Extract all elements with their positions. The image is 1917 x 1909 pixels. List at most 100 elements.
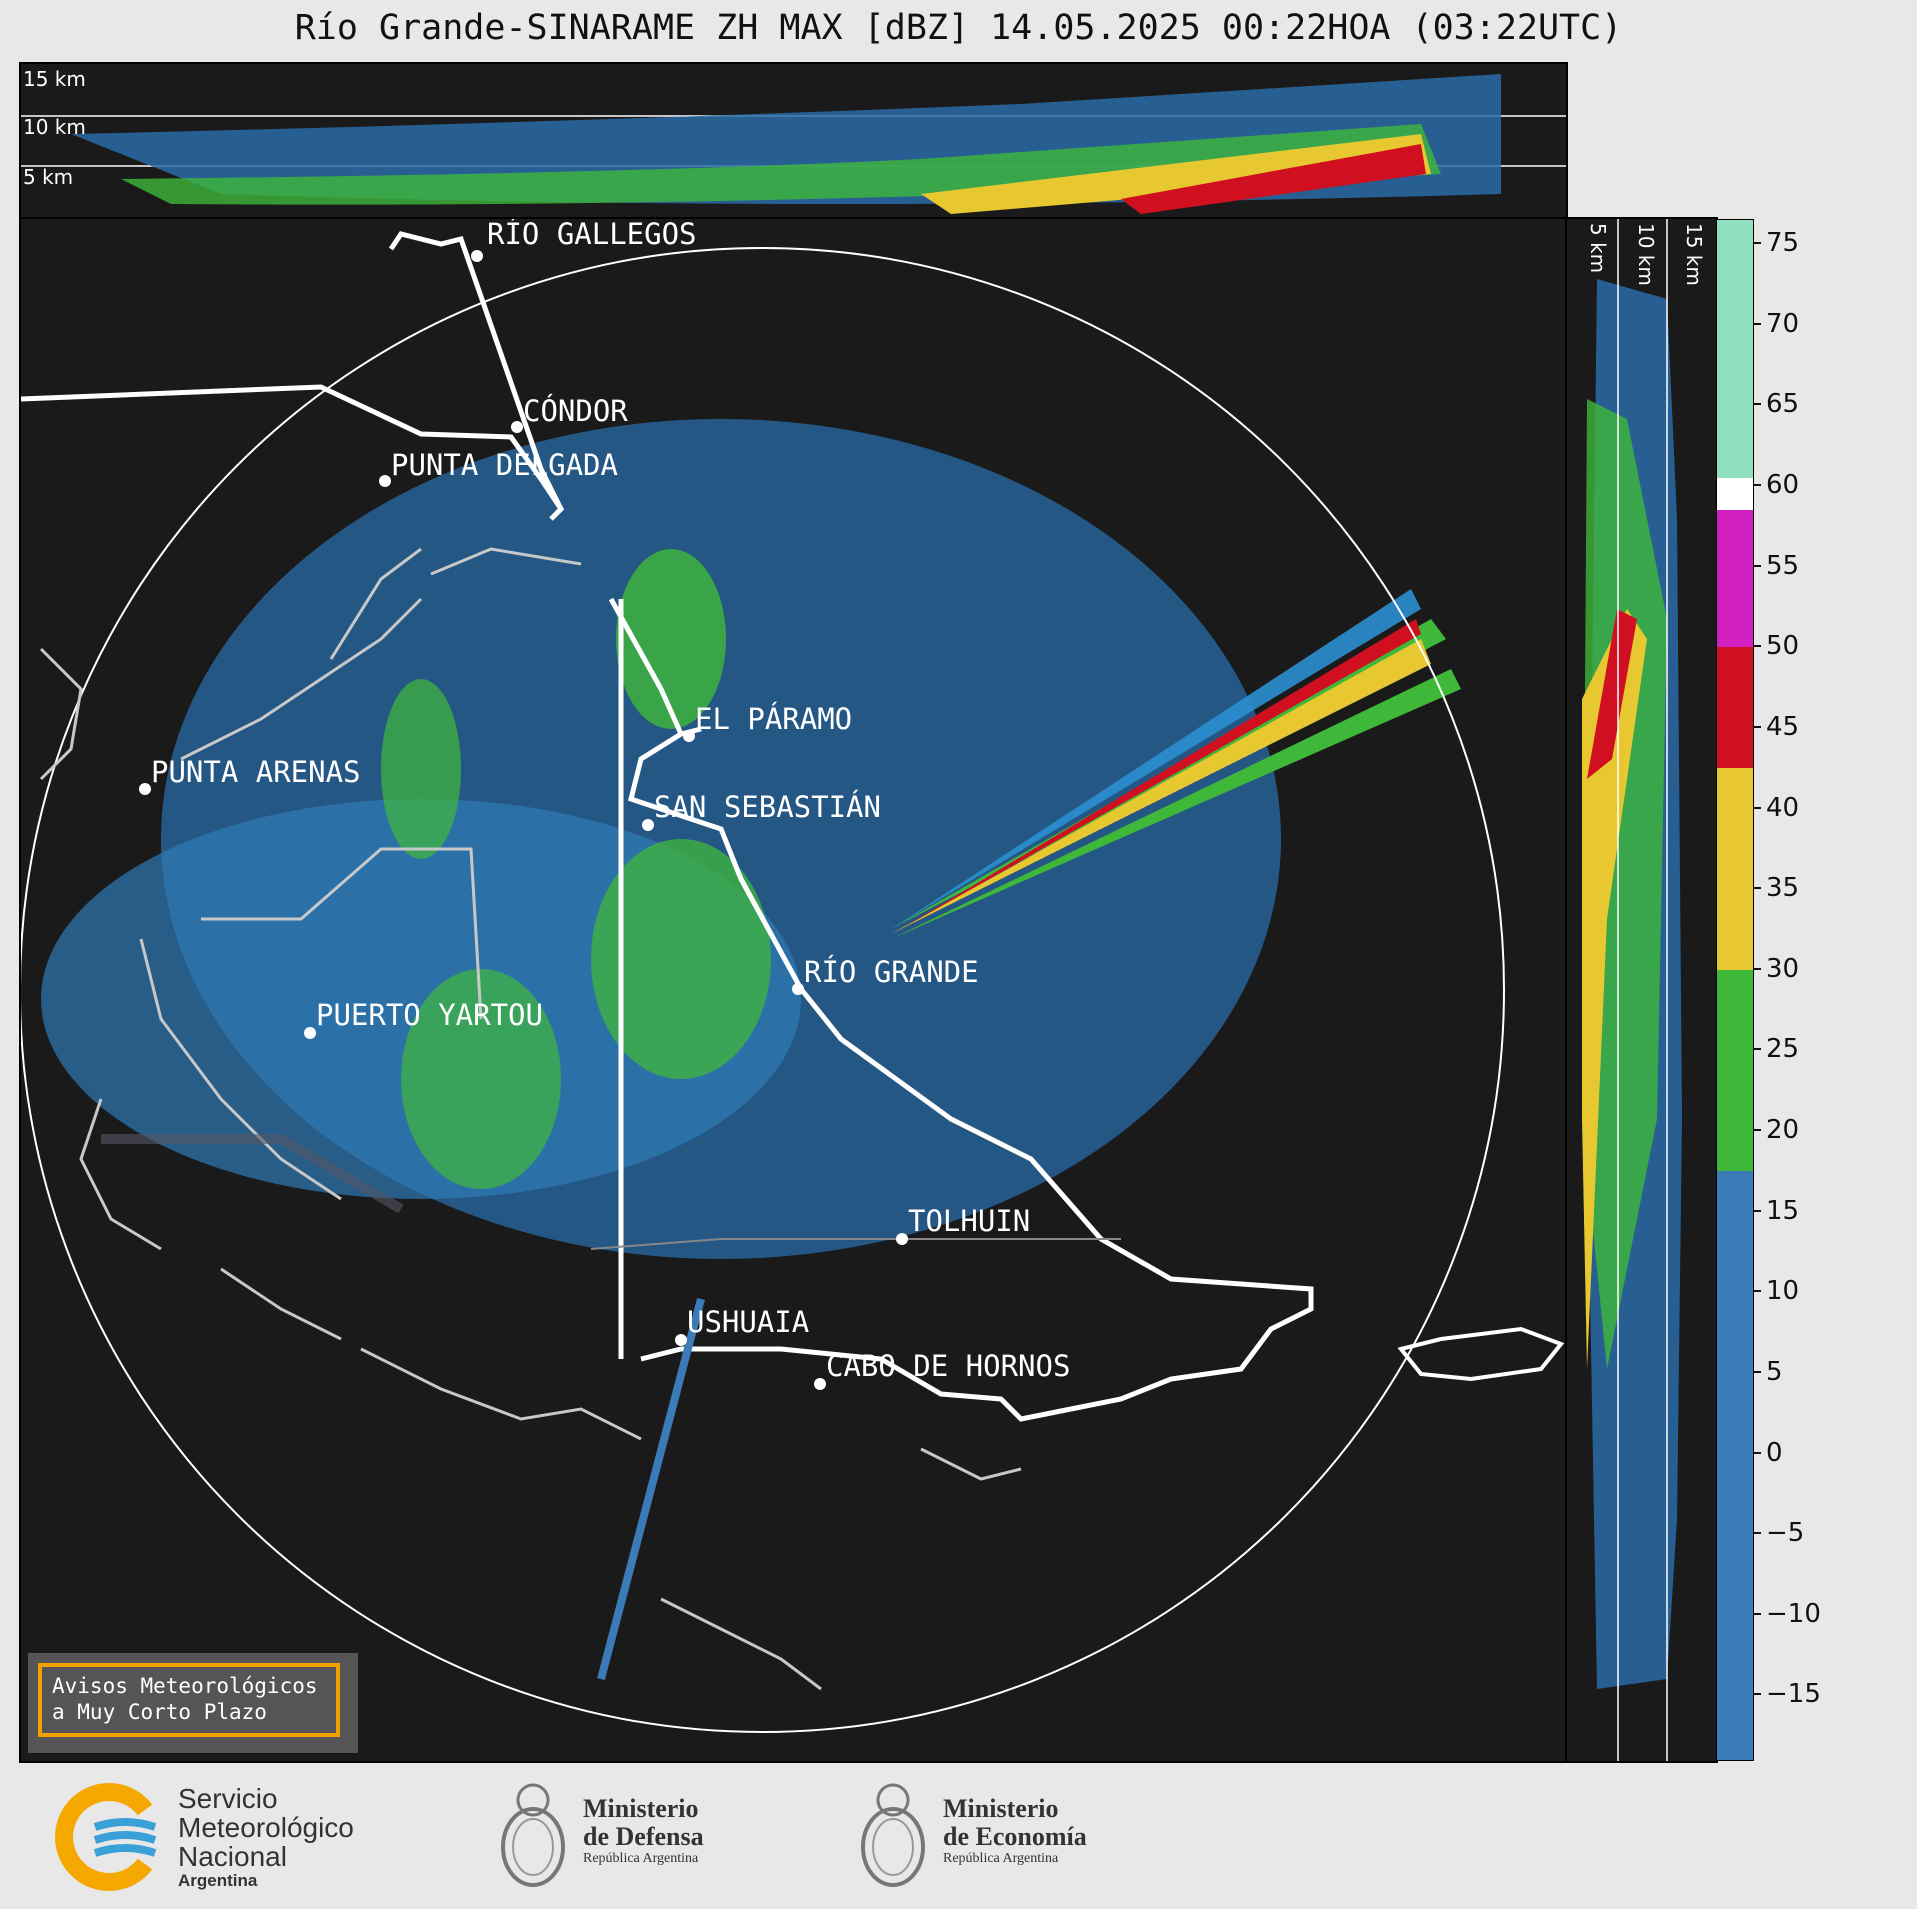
city-label-ushuaia: USHUAIA bbox=[687, 1305, 809, 1339]
radar-map: RÍO GALLEGOS CÓNDOR PUNTA DELGADA EL PÁR… bbox=[19, 217, 1568, 1763]
colorbar-band bbox=[1717, 768, 1753, 970]
colorbar-tick: 60 bbox=[1738, 470, 1848, 500]
side-label-10km: 10 km bbox=[1634, 223, 1658, 286]
colorbar-tick: 45 bbox=[1738, 712, 1848, 742]
colorbar-tick-label: 50 bbox=[1766, 631, 1800, 662]
colorbar-tick: 35 bbox=[1738, 873, 1848, 903]
city-label-rio-gallegos: RÍO GALLEGOS bbox=[487, 219, 697, 251]
smn-emblem-icon bbox=[55, 1783, 157, 1891]
colorbar-tick: 65 bbox=[1738, 389, 1848, 419]
radar-map-plot: RÍO GALLEGOS CÓNDOR PUNTA DELGADA EL PÁR… bbox=[21, 219, 1565, 1733]
top-cross-section-panel: 15 km 10 km 5 km bbox=[19, 62, 1568, 219]
city-label-condor: CÓNDOR bbox=[523, 394, 628, 428]
smn-line-3: Nacional bbox=[178, 1841, 287, 1872]
colorbar-tick-label: 5 bbox=[1766, 1356, 1783, 1387]
echo-red bbox=[1121, 144, 1426, 214]
side-echo-yellow bbox=[1582, 609, 1647, 1369]
economia-line-3: República Argentina bbox=[943, 1851, 1059, 1866]
city-label-punta-delgada: PUNTA DELGADA bbox=[391, 448, 618, 482]
radar-range-ring bbox=[21, 247, 1505, 1733]
coastline-chile bbox=[39, 547, 1022, 1691]
top-label-15km: 15 km bbox=[23, 67, 86, 91]
economia-line-2: de Economía bbox=[943, 1822, 1087, 1851]
economia-line-1: Ministerio bbox=[943, 1794, 1059, 1823]
defensa-line-3: República Argentina bbox=[583, 1851, 699, 1866]
colorbar-tick-label: 65 bbox=[1766, 389, 1800, 420]
colorbar-tick: 20 bbox=[1738, 1115, 1848, 1145]
colorbar-tick-label: 10 bbox=[1766, 1276, 1800, 1307]
echo-ray-south bbox=[597, 1297, 705, 1681]
city-label-rio-grande: RÍO GRANDE bbox=[804, 955, 979, 989]
city-label-punta-arenas: PUNTA ARENAS bbox=[151, 755, 361, 789]
province-border bbox=[590, 1238, 1121, 1250]
city-label-cabo-de-hornos: CABO DE HORNOS bbox=[826, 1349, 1070, 1383]
smn-line-2: Meteorológico bbox=[178, 1812, 354, 1843]
colorbar-tick-label: 0 bbox=[1766, 1437, 1783, 1468]
echo-spokes bbox=[891, 589, 1461, 939]
colorbar-tick-label: 55 bbox=[1766, 550, 1800, 581]
smn-line-1: Servicio bbox=[178, 1783, 278, 1814]
colorbar-tick-label: 75 bbox=[1766, 228, 1800, 259]
echo-yellow bbox=[921, 134, 1431, 214]
colorbar-tick: 30 bbox=[1738, 954, 1848, 984]
side-label-5km: 5 km bbox=[1586, 223, 1610, 273]
echo-area-green-west bbox=[401, 969, 561, 1189]
colorbar-tick: −15 bbox=[1738, 1679, 1848, 1709]
colorbar-tick-label: −10 bbox=[1766, 1598, 1821, 1629]
side-cross-section-panel: 5 km 10 km 15 km bbox=[1565, 217, 1718, 1763]
top-label-10km: 10 km bbox=[23, 115, 86, 139]
side-echo-red bbox=[1587, 609, 1637, 779]
defensa-logo: Ministerio de Defensa República Argentin… bbox=[493, 1770, 773, 1900]
defensa-line-2: de Defensa bbox=[583, 1822, 704, 1851]
colorbar-tick-label: 45 bbox=[1766, 711, 1800, 742]
echo-ray-west bbox=[101, 1134, 404, 1214]
city-label-tolhuin: TOLHUIN bbox=[908, 1204, 1030, 1238]
colorbar-tick-label: 70 bbox=[1766, 308, 1800, 339]
city-label-el-paramo: EL PÁRAMO bbox=[695, 702, 852, 736]
colorbar-band bbox=[1717, 220, 1753, 478]
colorbar-tick-label: 40 bbox=[1766, 792, 1800, 823]
colorbar-tick: 15 bbox=[1738, 1196, 1848, 1226]
colorbar-tick: 70 bbox=[1738, 309, 1848, 339]
coat-of-arms-icon bbox=[501, 1783, 565, 1887]
city-label-san-sebastian: SAN SEBASTIÁN bbox=[654, 790, 881, 824]
colorbar-tick: 10 bbox=[1738, 1276, 1848, 1306]
alert-box: Avisos Meteorológicos a Muy Corto Plazo bbox=[28, 1653, 358, 1753]
colorbar-tick: 55 bbox=[1738, 551, 1848, 581]
coat-of-arms-icon bbox=[861, 1783, 925, 1887]
echo-area-green-nw bbox=[381, 679, 461, 859]
echo-area-green-north bbox=[616, 549, 726, 729]
colorbar-band bbox=[1717, 647, 1753, 769]
smn-line-4: Argentina bbox=[178, 1871, 258, 1890]
colorbar-tick-label: 60 bbox=[1766, 470, 1800, 501]
side-label-15km: 15 km bbox=[1682, 223, 1706, 286]
colorbar-band bbox=[1717, 969, 1753, 1172]
smn-logo: Servicio Meteorológico Nacional Argentin… bbox=[55, 1770, 395, 1900]
colorbar-tick: −5 bbox=[1738, 1518, 1848, 1548]
colorbar-band bbox=[1717, 510, 1753, 648]
side-cross-section-plot: 5 km 10 km 15 km bbox=[1582, 219, 1706, 1761]
colorbar-tick-label: 35 bbox=[1766, 873, 1800, 904]
islas-malvinas-coast bbox=[1397, 1326, 1565, 1382]
colorbar-tick: 0 bbox=[1738, 1438, 1848, 1468]
colorbar-tick: 5 bbox=[1738, 1357, 1848, 1387]
colorbar-tick: −10 bbox=[1738, 1599, 1848, 1629]
echo-area-green-center bbox=[591, 839, 771, 1079]
chart-title: Río Grande-SINARAME ZH MAX [dBZ] 14.05.2… bbox=[294, 8, 1623, 48]
colorbar bbox=[1716, 219, 1754, 1761]
city-label-puerto-yartou: PUERTO YARTOU bbox=[316, 998, 543, 1032]
colorbar-tick-label: −5 bbox=[1766, 1518, 1805, 1549]
city-markers bbox=[139, 250, 908, 1390]
colorbar-tick-label: 20 bbox=[1766, 1115, 1800, 1146]
colorbar-tick-label: 25 bbox=[1766, 1034, 1800, 1065]
economia-logo: Ministerio de Economía República Argenti… bbox=[853, 1770, 1133, 1900]
colorbar-tick: 50 bbox=[1738, 631, 1848, 661]
alert-line-1: Avisos Meteorológicos bbox=[52, 1674, 318, 1698]
alert-line-2: a Muy Corto Plazo bbox=[52, 1700, 267, 1724]
top-cross-section-plot: 15 km 10 km 5 km bbox=[21, 67, 1566, 214]
alert-box-inner: Avisos Meteorológicos a Muy Corto Plazo bbox=[38, 1663, 340, 1737]
top-label-5km: 5 km bbox=[23, 165, 73, 189]
colorbar-tick: 75 bbox=[1738, 228, 1848, 258]
colorbar-band bbox=[1717, 478, 1753, 511]
colorbar-tick: 40 bbox=[1738, 793, 1848, 823]
